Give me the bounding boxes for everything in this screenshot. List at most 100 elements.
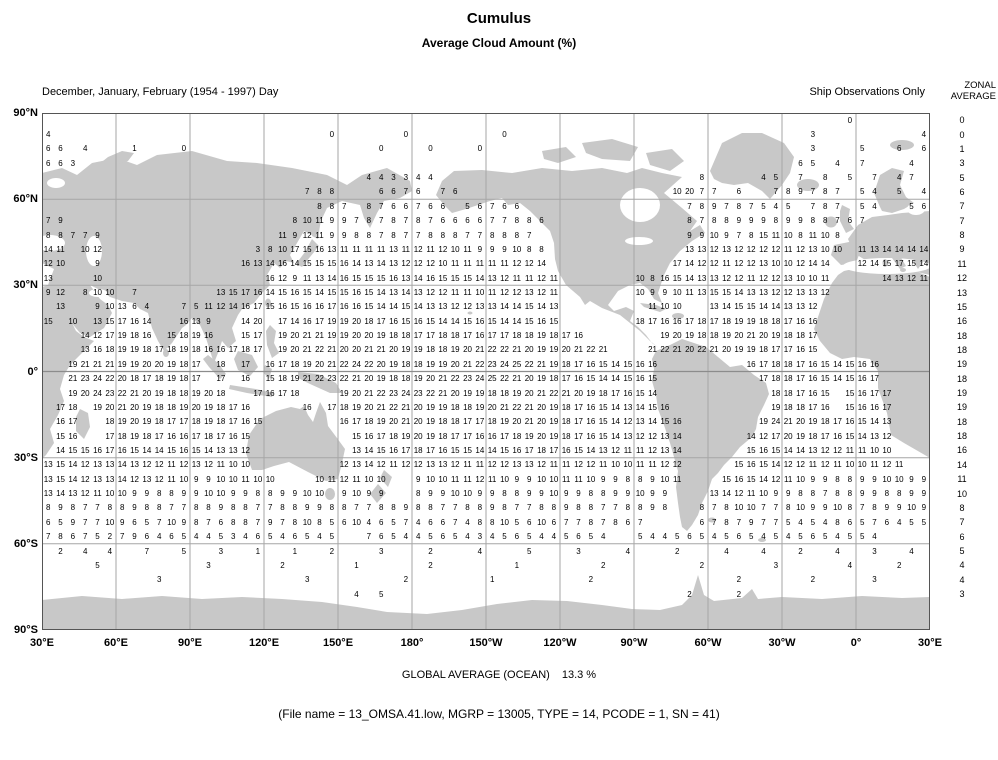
cloud-amount-value: 8 xyxy=(835,489,840,499)
cloud-amount-value: 9 xyxy=(366,489,372,499)
cloud-amount-value: 6 xyxy=(921,144,927,154)
cloud-amount-value: 19 xyxy=(167,374,176,384)
cloud-amount-value: 11 xyxy=(56,244,65,254)
cloud-amount-value: 10 xyxy=(93,288,102,297)
cloud-amount-value: 8 xyxy=(452,230,458,240)
cloud-amount-value: 9 xyxy=(785,216,791,226)
cloud-amount-value: 4 xyxy=(378,173,384,183)
cloud-amount-value: 5 xyxy=(921,517,927,527)
cloud-amount-value: 4 xyxy=(193,532,199,542)
cloud-amount-value: 8 xyxy=(662,503,668,513)
cloud-amount-value: 18 xyxy=(808,431,818,441)
cloud-amount-value: 16 xyxy=(660,273,670,283)
cloud-amount-value: 4 xyxy=(354,589,359,599)
cloud-amount-value: 9 xyxy=(650,474,655,484)
cloud-amount-value: 8 xyxy=(70,503,76,513)
cloud-amount-value: 8 xyxy=(514,216,520,226)
cloud-amount-value: 14 xyxy=(228,302,238,312)
cloud-amount-value: 7 xyxy=(859,216,865,226)
cloud-amount-value: 15 xyxy=(80,445,90,455)
cloud-amount-value: 16 xyxy=(746,460,756,470)
cloud-amount-value: 10 xyxy=(845,460,855,470)
cloud-amount-value: 12 xyxy=(339,460,349,470)
cloud-amount-value: 10 xyxy=(315,474,324,484)
file-info-label: (File name = 13_OMSA.41.low, MGRP = 1300… xyxy=(278,707,720,721)
cloud-amount-value: 13 xyxy=(623,431,633,441)
longitude-label: 90°E xyxy=(178,637,202,649)
cloud-amount-value: 10 xyxy=(463,489,472,499)
cloud-amount-value: 12 xyxy=(339,474,349,484)
cloud-amount-value: 17 xyxy=(709,316,719,326)
cloud-amount-value: 13 xyxy=(438,460,448,470)
cloud-amount-value: 1 xyxy=(514,560,520,570)
cloud-amount-value: 15 xyxy=(598,402,608,412)
cloud-amount-value: 17 xyxy=(191,431,201,441)
cloud-amount-value: 7 xyxy=(859,503,865,513)
zonal-average-value: 3 xyxy=(959,158,965,169)
cloud-amount-value: 20 xyxy=(376,359,386,369)
longitude-label: 180° xyxy=(400,637,424,649)
cloud-amount-value: 20 xyxy=(130,417,139,427)
cloud-amount-value: 3 xyxy=(810,144,816,154)
cloud-amount-value: 10 xyxy=(771,259,781,269)
cloud-amount-value: 2 xyxy=(428,546,433,556)
cloud-amount-value: 12 xyxy=(413,244,423,254)
cloud-amount-value: 12 xyxy=(80,489,90,499)
cloud-amount-value: 18 xyxy=(771,359,781,369)
cloud-amount-value: 16 xyxy=(290,288,300,297)
cloud-amount-value: 5 xyxy=(637,532,643,542)
cloud-amount-value: 6 xyxy=(551,517,557,527)
cloud-amount-value: 12 xyxy=(697,259,707,269)
cloud-amount-value: 15 xyxy=(820,359,830,369)
cloud-amount-value: 9 xyxy=(539,489,544,499)
cloud-amount-value: 10 xyxy=(438,259,448,269)
cloud-amount-value: 17 xyxy=(352,417,361,427)
cloud-amount-value: 11 xyxy=(500,259,509,269)
cloud-amount-value: 0 xyxy=(403,130,409,140)
cloud-amount-value: 10 xyxy=(241,460,250,470)
cloud-amount-value: 14 xyxy=(734,288,744,297)
cloud-amount-value: 6 xyxy=(440,216,446,226)
cloud-amount-value: 20 xyxy=(352,316,361,326)
cloud-amount-value: 17 xyxy=(648,316,657,326)
cloud-amount-value: 9 xyxy=(489,244,495,254)
cloud-amount-value: 22 xyxy=(450,374,460,384)
cloud-amount-value: 19 xyxy=(426,417,435,427)
cloud-amount-value: 12 xyxy=(709,259,719,269)
landmass-borneo xyxy=(234,351,258,376)
cloud-amount-value: 8 xyxy=(243,517,248,527)
cloud-amount-value: 24 xyxy=(93,374,102,384)
cloud-amount-value: 14 xyxy=(290,316,300,326)
cloud-amount-value: 20 xyxy=(389,345,398,355)
cloud-amount-value: 11 xyxy=(315,230,324,240)
cloud-amount-value: 17 xyxy=(882,402,892,412)
cloud-amount-value: 15 xyxy=(401,316,411,326)
zonal-average-value: 7 xyxy=(959,201,965,212)
cloud-amount-value: 15 xyxy=(598,417,608,427)
cloud-amount-value: 19 xyxy=(771,402,781,412)
cloud-amount-value: 7 xyxy=(403,216,409,226)
cloud-amount-value: 4 xyxy=(465,517,470,527)
longitude-label: 60°E xyxy=(104,637,128,649)
cloud-amount-value: 5 xyxy=(773,532,779,542)
cloud-amount-value: 5 xyxy=(859,144,865,154)
cloud-amount-value: 13 xyxy=(549,302,559,312)
cloud-amount-value: 17 xyxy=(241,359,250,369)
cloud-amount-value: 11 xyxy=(463,288,472,297)
cloud-amount-value: 7 xyxy=(465,230,470,240)
cloud-amount-value: 13 xyxy=(216,288,226,297)
cloud-amount-value: 0 xyxy=(847,115,853,125)
cloud-amount-value: 21 xyxy=(672,345,682,355)
cloud-amount-value: 20 xyxy=(574,388,583,398)
cloud-amount-value: 8 xyxy=(502,230,507,240)
cloud-amount-value: 19 xyxy=(278,345,287,355)
zonal-average-value: 8 xyxy=(959,502,965,513)
cloud-amount-value: 12 xyxy=(241,445,250,455)
cloud-amount-value: 3 xyxy=(304,575,310,585)
cloud-amount-value: 10 xyxy=(635,273,645,283)
cloud-amount-value: 8 xyxy=(329,201,335,211)
cloud-amount-value: 2 xyxy=(280,560,285,570)
cloud-amount-value: 11 xyxy=(327,474,337,484)
cloud-amount-value: 9 xyxy=(329,230,335,240)
